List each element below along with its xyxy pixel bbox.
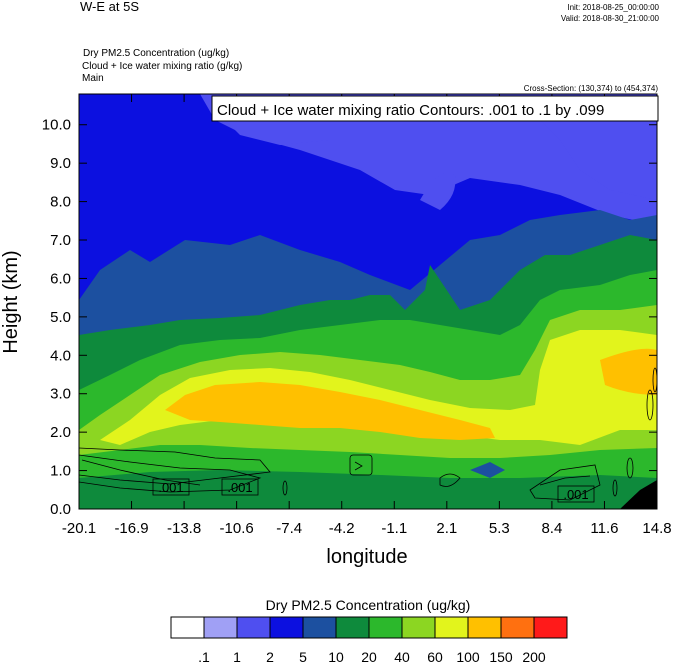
x-tick-label: -20.1: [62, 520, 96, 537]
colorbar-level-label: 40: [394, 649, 410, 665]
contour-label-box: [152, 478, 190, 496]
contour-label: .001: [158, 480, 183, 495]
colorbar-swatch: [401, 616, 436, 639]
colorbar-level-label: 150: [489, 649, 513, 665]
contour-label: .001: [227, 480, 252, 495]
contour-info-text: Cloud + Ice water mixing ratio Contours:…: [217, 102, 604, 119]
init-time: Init: 2018-08-25_00:00:00: [567, 3, 659, 12]
contour-label-box: [557, 485, 595, 503]
y-tick-label: 9.0: [50, 155, 71, 172]
colorbar-level-label: 20: [361, 649, 377, 665]
colorbar: [170, 616, 568, 639]
colorbar-swatch: [368, 616, 403, 639]
contour-info-box: [211, 95, 659, 122]
y-tick-labels: 0.0 1.0 2.0 3.0 4.0 5.0 6.0 7.0 8.0 9.0 10.0: [42, 117, 71, 518]
colorbar-swatch: [302, 616, 337, 639]
y-tick-label: 8.0: [50, 194, 71, 211]
colorbar-swatch: [203, 616, 238, 639]
x-tick-label: -16.9: [114, 520, 148, 537]
x-axis-label: longitude: [326, 546, 407, 568]
colorbar-swatch: [467, 616, 502, 639]
y-tick-label: 3.0: [50, 386, 71, 403]
x-tick-label: -1.1: [381, 520, 407, 537]
contour-label: .001: [563, 487, 588, 502]
concentration-field: [79, 94, 657, 509]
y-tick-label: 10.0: [42, 117, 71, 134]
colorbar-level-label: 200: [522, 649, 546, 665]
colorbar-level-label: 10: [328, 649, 344, 665]
y-tick-label: 2.0: [50, 424, 71, 441]
y-tick-label: 4.0: [50, 347, 71, 364]
colorbar-swatch: [236, 616, 271, 639]
field-label-main: Main: [82, 73, 104, 84]
x-tick-label: 5.3: [489, 520, 510, 537]
y-tick-label: 6.0: [50, 270, 71, 287]
plot-frame: [78, 93, 658, 510]
colorbar-level-label: .1: [198, 649, 210, 665]
x-tick-label: -10.6: [220, 520, 254, 537]
y-axis-label: Height (km): [0, 250, 22, 353]
y-tick-label: 7.0: [50, 232, 71, 249]
colorbar-swatch: [500, 616, 535, 639]
x-tick-label: 11.6: [590, 520, 618, 537]
x-tick-label: -4.2: [329, 520, 355, 537]
y-tick-label: 1.0: [50, 463, 71, 480]
cloud-contours: [79, 367, 657, 501]
colorbar-level-label: 100: [456, 649, 480, 665]
colorbar-title: Dry PM2.5 Concentration (ug/kg): [266, 597, 471, 613]
cross-section-label: Cross-Section: (130,374) to (454,374): [523, 84, 658, 93]
colorbar-swatch: [170, 616, 205, 639]
x-tick-label: -7.4: [276, 520, 302, 537]
field-label-pm25: Dry PM2.5 Concentration (ug/kg): [83, 48, 230, 59]
colorbar-level-label: 60: [427, 649, 443, 665]
x-tick-label: 14.8: [642, 520, 671, 537]
colorbar-level-label: 5: [299, 649, 307, 665]
colorbar-swatch: [269, 616, 304, 639]
colorbar-level-label: 2: [266, 649, 274, 665]
x-tick-label: -13.8: [167, 520, 201, 537]
colorbar-swatch: [335, 616, 370, 639]
contour-labels: .001 .001 .001: [152, 478, 595, 503]
axis-ticks: [78, 94, 658, 510]
x-tick-label: 2.1: [436, 520, 457, 537]
x-tick-labels: -20.1 -16.9 -13.8 -10.6 -7.4 -4.2 -1.1 2.1 5.3 8.…: [62, 520, 672, 537]
y-tick-label: 5.0: [50, 309, 71, 326]
x-tick-label: 8.4: [541, 520, 562, 537]
colorbar-swatch: [533, 616, 568, 639]
colorbar-level-label: 1: [233, 649, 241, 665]
y-tick-label: 0.0: [50, 501, 71, 518]
colorbar-labels: .1 1 2 5 10 20 40 60 100 150 200: [198, 649, 546, 665]
contour-label-box: [221, 478, 259, 496]
valid-time: Valid: 2018-08-30_21:00:00: [560, 14, 659, 23]
plot-title: W-E at 5S: [80, 0, 140, 14]
colorbar-swatch: [434, 616, 469, 639]
field-label-cloud: Cloud + Ice water mixing ratio (g/kg): [82, 61, 243, 72]
